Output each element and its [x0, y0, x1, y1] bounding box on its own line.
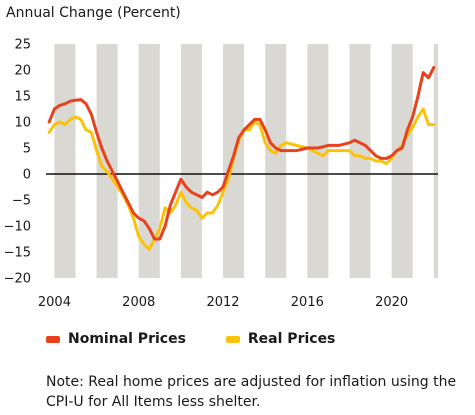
y-tick-label: −5 [12, 194, 31, 209]
y-tick-label: 5 [23, 142, 31, 157]
year-band-2004 [54, 44, 76, 278]
legend-item-real: Real Prices [225, 331, 336, 347]
year-band-2020 [391, 44, 413, 278]
series-lines [47, 65, 436, 251]
year-band-2018 [349, 44, 371, 278]
x-tick-label: 2012 [206, 295, 239, 310]
y-tick-label: −15 [4, 246, 31, 261]
legend-label-real: Real Prices [247, 331, 336, 347]
footnote: Note: Real home prices are adjusted for … [46, 374, 457, 410]
legend-label-nominal: Nominal Prices [68, 331, 186, 347]
legend-swatch-nominal [46, 335, 60, 343]
x-tick-label: 2016 [291, 295, 324, 310]
year-band-2016 [307, 44, 329, 278]
x-tick-label: 2020 [375, 295, 408, 310]
y-tick-label: 15 [14, 90, 31, 105]
series-line-real-prices [47, 107, 436, 251]
y-tick-label: −20 [4, 272, 31, 287]
year-band-2010 [180, 44, 202, 278]
year-band-2014 [265, 44, 287, 278]
year-band-2022 [433, 44, 438, 278]
y-tick-label: 20 [14, 64, 31, 79]
x-tick-label: 2004 [38, 295, 71, 310]
legend: Nominal Prices Real Prices [46, 331, 375, 347]
y-axis-ticks: −20 −15 −10 −5 0 5 10 15 20 25 [4, 38, 31, 287]
legend-item-nominal: Nominal Prices [46, 331, 186, 347]
y-tick-label: −10 [4, 220, 31, 235]
x-tick-label: 2008 [122, 295, 155, 310]
y-tick-label: 0 [23, 168, 31, 183]
y-axis-label: Annual Change (Percent) [6, 5, 181, 21]
legend-swatch-real [225, 335, 240, 343]
series-line-nominal-prices [47, 65, 436, 241]
y-tick-label: 10 [14, 116, 31, 131]
y-tick-label: 25 [14, 38, 31, 53]
x-axis-ticks: 2004 2008 2012 2016 2020 [38, 295, 408, 310]
